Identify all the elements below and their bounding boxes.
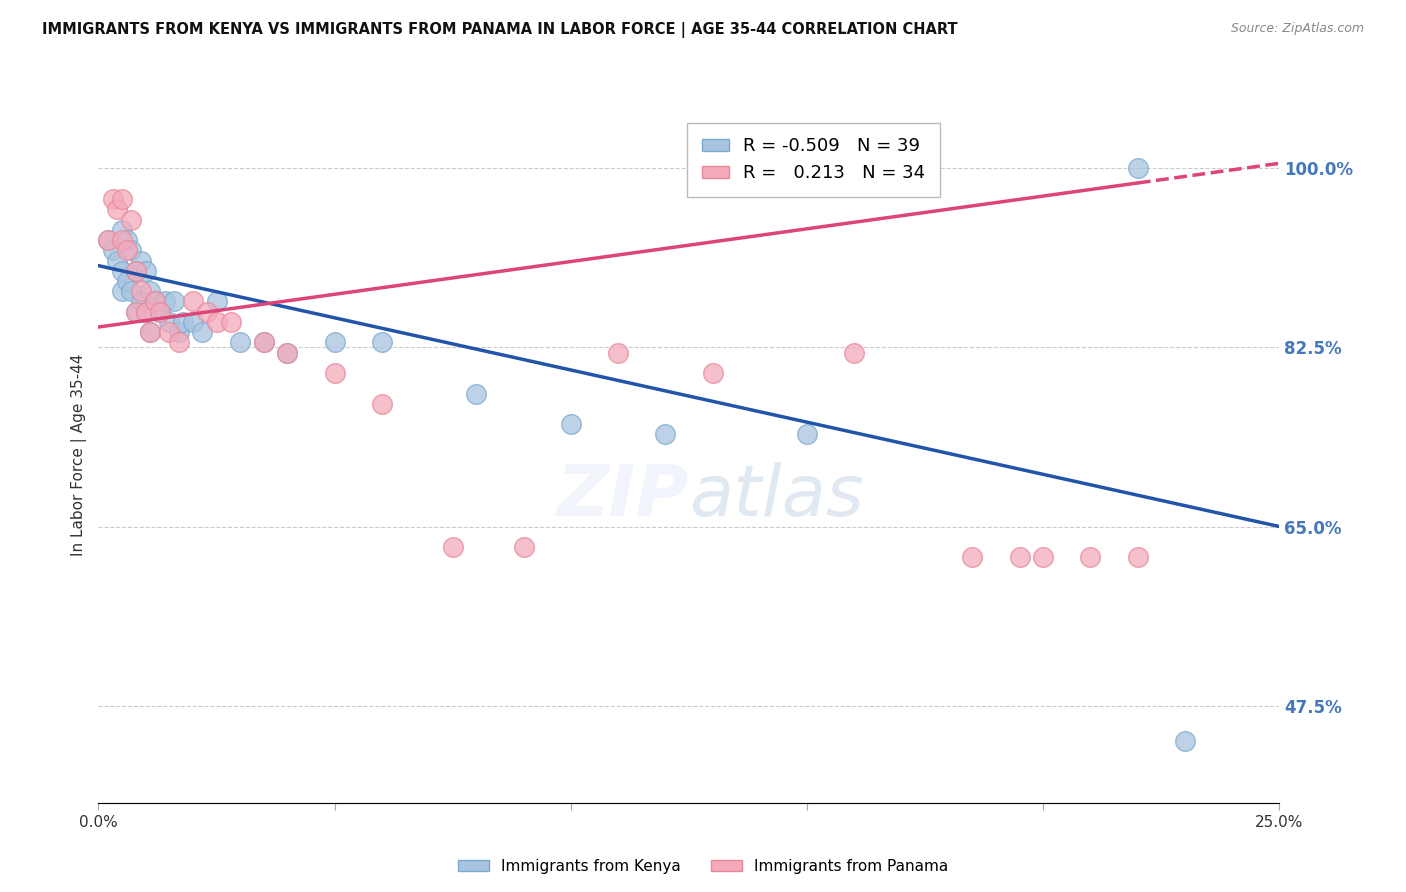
Point xyxy=(205,315,228,329)
Point xyxy=(191,325,214,339)
Text: Source: ZipAtlas.com: Source: ZipAtlas.com xyxy=(1230,22,1364,36)
Point xyxy=(111,192,134,206)
Point xyxy=(139,325,162,339)
Point xyxy=(167,325,190,339)
Point xyxy=(149,304,172,318)
Point xyxy=(702,366,724,380)
Point xyxy=(157,315,180,329)
Point xyxy=(157,325,180,339)
Point xyxy=(115,233,138,247)
Point xyxy=(441,540,464,554)
Point xyxy=(163,294,186,309)
Point xyxy=(276,345,298,359)
Point xyxy=(135,264,157,278)
Point xyxy=(465,386,488,401)
Point xyxy=(962,550,984,565)
Point xyxy=(121,244,143,258)
Point xyxy=(105,202,128,217)
Point xyxy=(111,284,134,298)
Point xyxy=(1032,550,1054,565)
Point xyxy=(323,335,346,350)
Point xyxy=(115,274,138,288)
Point xyxy=(111,233,134,247)
Text: ZIP: ZIP xyxy=(557,462,689,531)
Point xyxy=(97,233,120,247)
Point xyxy=(129,284,152,298)
Point xyxy=(607,345,630,359)
Point xyxy=(167,335,190,350)
Point xyxy=(143,294,166,309)
Point xyxy=(1080,550,1102,565)
Point xyxy=(844,345,866,359)
Point xyxy=(253,335,276,350)
Point xyxy=(129,294,152,309)
Point xyxy=(121,212,143,227)
Point xyxy=(1008,550,1031,565)
Point xyxy=(125,304,148,318)
Point xyxy=(153,294,176,309)
Point xyxy=(129,253,152,268)
Point xyxy=(121,284,143,298)
Y-axis label: In Labor Force | Age 35-44: In Labor Force | Age 35-44 xyxy=(72,354,87,556)
Point xyxy=(195,304,218,318)
Point xyxy=(796,427,818,442)
Point xyxy=(323,366,346,380)
Point xyxy=(253,335,276,350)
Point xyxy=(135,304,157,318)
Point xyxy=(143,294,166,309)
Text: atlas: atlas xyxy=(689,462,863,531)
Point xyxy=(1126,550,1149,565)
Point xyxy=(1174,734,1197,748)
Point xyxy=(139,284,162,298)
Point xyxy=(111,264,134,278)
Point xyxy=(105,253,128,268)
Point xyxy=(149,304,172,318)
Point xyxy=(512,540,534,554)
Point xyxy=(172,315,194,329)
Point xyxy=(654,427,676,442)
Point xyxy=(139,325,162,339)
Point xyxy=(97,233,120,247)
Legend: R = -0.509   N = 39, R =   0.213   N = 34: R = -0.509 N = 39, R = 0.213 N = 34 xyxy=(688,123,939,197)
Point xyxy=(1126,161,1149,176)
Point xyxy=(371,335,394,350)
Legend: Immigrants from Kenya, Immigrants from Panama: Immigrants from Kenya, Immigrants from P… xyxy=(451,853,955,880)
Point xyxy=(229,335,252,350)
Point xyxy=(111,223,134,237)
Point xyxy=(125,264,148,278)
Point xyxy=(115,244,138,258)
Point xyxy=(101,244,124,258)
Point xyxy=(125,304,148,318)
Point xyxy=(101,192,124,206)
Point xyxy=(371,397,394,411)
Point xyxy=(219,315,242,329)
Point xyxy=(205,294,228,309)
Point xyxy=(125,264,148,278)
Text: IMMIGRANTS FROM KENYA VS IMMIGRANTS FROM PANAMA IN LABOR FORCE | AGE 35-44 CORRE: IMMIGRANTS FROM KENYA VS IMMIGRANTS FROM… xyxy=(42,22,957,38)
Point xyxy=(181,294,204,309)
Point xyxy=(276,345,298,359)
Point xyxy=(135,304,157,318)
Point xyxy=(560,417,582,432)
Point xyxy=(181,315,204,329)
